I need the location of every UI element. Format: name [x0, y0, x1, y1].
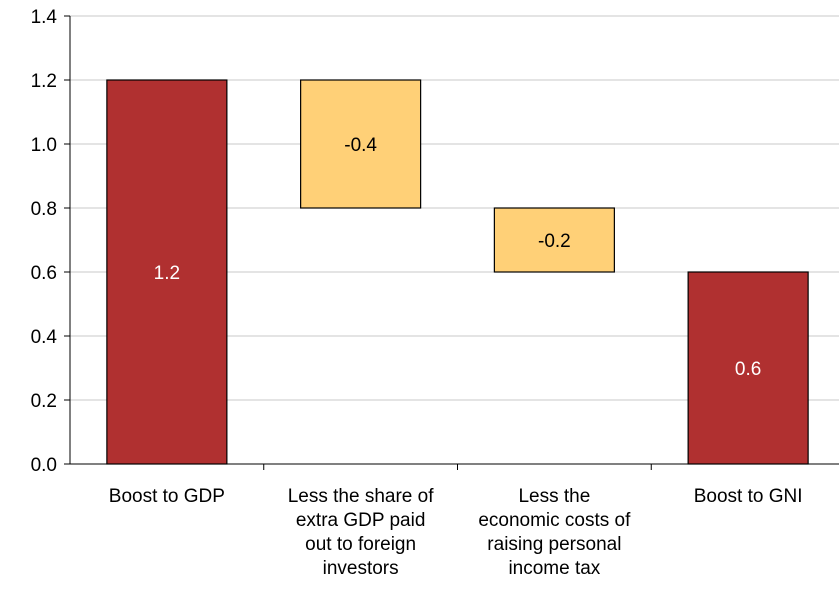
category-label-line: extra GDP paid — [296, 510, 426, 531]
category-label-line: Boost to GNI — [694, 486, 803, 507]
y-tick-label: 0.6 — [31, 263, 57, 284]
category-label-line: Boost to GDP — [109, 486, 225, 507]
x-axis-category-labels: Boost to GDP Less the share of extra GDP p… — [109, 486, 803, 579]
data-label: -0.2 — [538, 231, 571, 252]
bar — [493, 207, 615, 273]
y-tick-label: 0.2 — [31, 391, 57, 412]
y-tick-label: 0.0 — [31, 455, 57, 476]
data-label: 1.2 — [154, 263, 180, 284]
category-label: Boost to GNI — [694, 486, 803, 507]
data-label: -0.4 — [344, 135, 377, 156]
y-tick-label: 0.8 — [31, 199, 57, 220]
data-label: 0.6 — [735, 359, 761, 380]
category-label-line: investors — [323, 558, 399, 579]
category-label-line: economic costs of — [478, 510, 631, 531]
y-tick-label: 1.4 — [31, 7, 58, 28]
bars: 1.2 -0.4 -0.2 0.6 — [106, 79, 809, 465]
category-label: Less the economic costs of raising persona… — [478, 486, 631, 579]
category-label: Less the share of extra GDP paid out to fo… — [288, 486, 434, 579]
bar — [687, 271, 809, 465]
category-label-line: Less the — [518, 486, 590, 507]
y-tick-label: 1.0 — [31, 135, 57, 156]
y-axis-tick-labels: 0.0 0.2 0.4 0.6 0.8 1.0 1.2 1.4 — [31, 7, 58, 476]
axes — [64, 15, 839, 470]
y-tick-label: 0.4 — [31, 327, 58, 348]
category-label: Boost to GDP — [109, 486, 225, 507]
y-tick-label: 1.2 — [31, 71, 57, 92]
bar — [300, 79, 422, 209]
category-label-line: out to foreign — [305, 534, 416, 555]
category-label-line: raising personal — [487, 534, 621, 555]
category-label-line: Less the share of — [288, 486, 434, 507]
category-label-line: income tax — [508, 558, 600, 579]
